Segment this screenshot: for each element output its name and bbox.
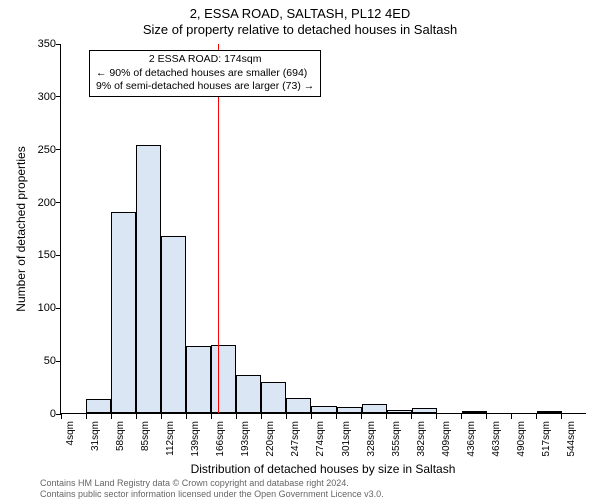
histogram-bar: [337, 407, 362, 413]
y-tick-label: 150: [6, 249, 56, 261]
footer-attribution: Contains HM Land Registry data © Crown c…: [40, 478, 580, 500]
x-tick-mark: [61, 414, 62, 419]
histogram-bar: [387, 410, 412, 413]
x-tick-label: 220sqm: [265, 421, 276, 457]
histogram-bar: [261, 382, 286, 413]
x-tick-mark: [486, 414, 487, 419]
x-tick-label: 31sqm: [90, 421, 101, 451]
x-tick-label: 58sqm: [115, 421, 126, 451]
x-tick-mark: [161, 414, 162, 419]
histogram-bar: [86, 399, 111, 413]
histogram-plot: 4sqm31sqm58sqm85sqm112sqm139sqm166sqm193…: [60, 44, 586, 414]
x-tick-label: 193sqm: [240, 421, 251, 457]
x-tick-label: 463sqm: [491, 421, 502, 457]
x-tick-label: 490sqm: [516, 421, 527, 457]
x-tick-label: 4sqm: [65, 421, 76, 445]
x-tick-label: 355sqm: [391, 421, 402, 457]
histogram-bar: [462, 411, 487, 413]
x-tick-label: 301sqm: [341, 421, 352, 457]
x-tick-label: 544sqm: [566, 421, 577, 457]
histogram-bar: [412, 408, 437, 413]
x-tick-mark: [461, 414, 462, 419]
histogram-bar: [311, 406, 336, 413]
y-tick-label: 250: [6, 144, 56, 156]
y-tick-label: 100: [6, 302, 56, 314]
x-axis-label: Distribution of detached houses by size …: [60, 462, 586, 476]
footer-line-2: Contains public sector information licen…: [40, 489, 580, 500]
x-tick-mark: [361, 414, 362, 419]
y-tick-label: 350: [6, 38, 56, 50]
x-tick-label: 382sqm: [416, 421, 427, 457]
x-tick-mark: [411, 414, 412, 419]
x-tick-label: 112sqm: [165, 421, 176, 456]
x-tick-mark: [511, 414, 512, 419]
x-tick-mark: [536, 414, 537, 419]
footer-line-1: Contains HM Land Registry data © Crown c…: [40, 478, 580, 489]
x-tick-label: 166sqm: [215, 421, 226, 457]
x-tick-mark: [186, 414, 187, 419]
y-tick-mark: [56, 255, 61, 256]
histogram-bar: [186, 346, 211, 413]
x-tick-mark: [436, 414, 437, 419]
x-tick-label: 436sqm: [466, 421, 477, 457]
y-tick-label: 50: [6, 355, 56, 367]
y-tick-mark: [56, 96, 61, 97]
histogram-bar: [362, 404, 387, 414]
x-tick-mark: [111, 414, 112, 419]
histogram-bar: [211, 345, 236, 413]
x-tick-mark: [386, 414, 387, 419]
x-tick-mark: [286, 414, 287, 419]
x-tick-mark: [136, 414, 137, 419]
y-tick-label: 200: [6, 197, 56, 209]
x-tick-mark: [236, 414, 237, 419]
x-tick-mark: [336, 414, 337, 419]
x-tick-mark: [211, 414, 212, 419]
histogram-bar: [161, 236, 186, 413]
y-tick-mark: [56, 149, 61, 150]
histogram-bar: [236, 375, 261, 413]
reference-line: [218, 44, 219, 413]
x-tick-label: 139sqm: [190, 421, 201, 457]
y-tick-mark: [56, 44, 61, 45]
x-tick-label: 328sqm: [366, 421, 377, 457]
histogram-bar: [111, 212, 136, 413]
histogram-bar: [537, 411, 562, 413]
x-tick-label: 274sqm: [315, 421, 326, 457]
x-tick-mark: [561, 414, 562, 419]
page-title-subtitle: Size of property relative to detached ho…: [0, 22, 600, 37]
x-tick-label: 409sqm: [441, 421, 452, 457]
page-title-address: 2, ESSA ROAD, SALTASH, PL12 4ED: [0, 6, 600, 21]
y-tick-mark: [56, 308, 61, 309]
annotation-line: 9% of semi-detached houses are larger (7…: [96, 80, 314, 94]
y-tick-mark: [56, 361, 61, 362]
y-tick-label: 0: [6, 408, 56, 420]
y-tick-label: 300: [6, 91, 56, 103]
annotation-line: 2 ESSA ROAD: 174sqm: [96, 53, 314, 67]
x-tick-label: 517sqm: [541, 421, 552, 457]
x-tick-label: 85sqm: [140, 421, 151, 451]
histogram-bar: [136, 145, 161, 414]
x-tick-mark: [86, 414, 87, 419]
annotation-box: 2 ESSA ROAD: 174sqm← 90% of detached hou…: [89, 50, 321, 97]
x-tick-mark: [261, 414, 262, 419]
x-tick-label: 247sqm: [290, 421, 301, 457]
histogram-bar: [286, 398, 311, 413]
annotation-line: ← 90% of detached houses are smaller (69…: [96, 67, 314, 81]
x-tick-mark: [311, 414, 312, 419]
y-tick-mark: [56, 202, 61, 203]
